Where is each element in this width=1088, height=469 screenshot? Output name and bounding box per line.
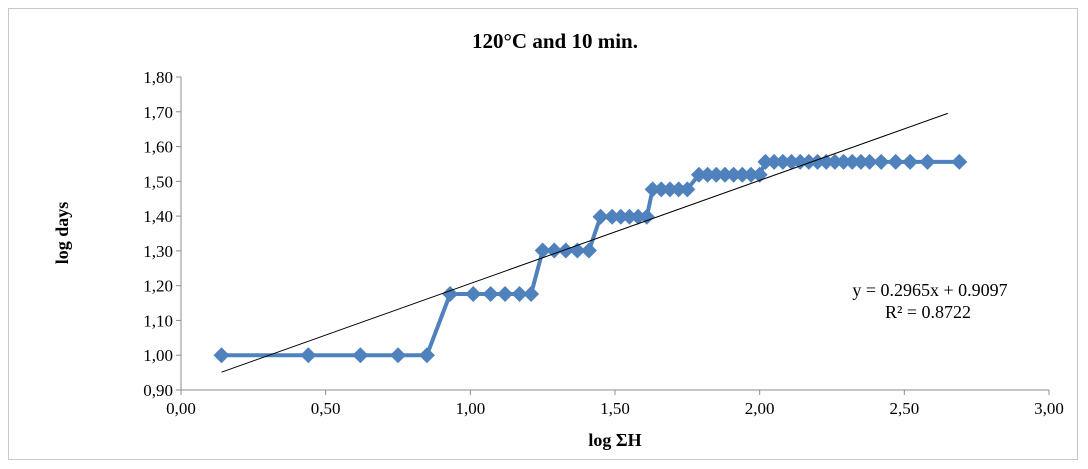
x-tick-label: 0,50 [311,399,341,418]
data-point-marker [951,153,968,170]
data-point-marker [390,347,406,364]
data-point-marker [861,153,878,170]
y-tick-label: 1,80 [143,68,173,87]
trendline [221,112,948,373]
y-tick-label: 0,90 [143,381,173,400]
data-point-marker [716,166,733,183]
trendline-r-squared: R² = 0.8722 [885,302,971,322]
data-point-marker [725,166,742,183]
data-point-marker [511,286,528,303]
y-tick-label: 1,50 [143,172,173,191]
y-tick-label: 1,40 [143,207,173,226]
y-axis-label: log days [52,202,72,265]
data-point-marker [557,242,574,259]
data-point-marker [592,208,609,225]
x-tick-label: 3,00 [1034,399,1064,418]
data-point-marker [580,242,597,259]
plot-area: 0,90 1,00 1,10 1,20 1,30 1,40 1,50 1,60 1,70 1,80… [143,68,1064,418]
data-point-marker [418,347,435,364]
data-point-marker [852,153,869,170]
y-tick-label: 1,20 [143,277,173,296]
data-point-marker [442,286,459,303]
data-point-marker [638,208,655,225]
data-point-marker [690,166,707,183]
y-tick-label: 1,10 [143,311,173,330]
data-point-marker [902,153,919,170]
data-point-marker [482,286,499,303]
data-point-marker [644,181,661,198]
data-point-marker [612,208,629,225]
x-axis-label: log ΣH [588,430,641,450]
data-point-marker [604,208,621,225]
chart-frame [8,8,1078,460]
data-point-marker [352,347,369,364]
data-point-marker [757,153,774,170]
data-point-marker [621,208,638,225]
data-point-marker [800,153,817,170]
data-point-marker [523,286,540,303]
data-point-marker [835,153,852,170]
x-tick-label: 0,00 [166,399,196,418]
x-tick-label: 1,50 [600,399,630,418]
data-point-marker [783,153,800,170]
data-point-marker [826,153,843,170]
data-point-marker [887,153,904,170]
data-point-marker [919,153,936,170]
data-point-marker [742,166,759,183]
data-point-marker [774,153,791,170]
x-tick-label: 1,00 [455,399,485,418]
y-tick-label: 1,00 [143,346,173,365]
data-point-marker [213,347,230,364]
data-point-marker [670,181,687,198]
chart-title: 120°C and 10 min. [472,29,638,53]
y-tick-label: 1,30 [143,242,173,261]
data-point-marker [300,347,317,364]
data-point-marker [734,166,751,183]
series-line [221,159,960,358]
data-point-marker [653,181,670,198]
data-point-marker [708,166,725,183]
data-point-marker [844,153,861,170]
data-point-marker [630,208,647,225]
x-tick-label: 2,00 [745,399,775,418]
data-point-marker [792,153,809,170]
trendline-equation: y = 0.2965x + 0.9097 [852,280,1007,300]
data-point-marker [497,286,514,303]
data-point-marker [534,242,551,259]
y-tick-label: 1,70 [143,103,173,122]
data-point-marker [766,153,783,170]
data-point-marker [699,166,716,183]
data-point-marker [661,181,678,198]
data-point-marker [465,286,482,303]
data-point-marker [679,181,696,198]
y-tick-label: 1,60 [143,138,173,157]
x-tick-label: 2,50 [889,399,919,418]
data-point-marker [873,153,890,170]
